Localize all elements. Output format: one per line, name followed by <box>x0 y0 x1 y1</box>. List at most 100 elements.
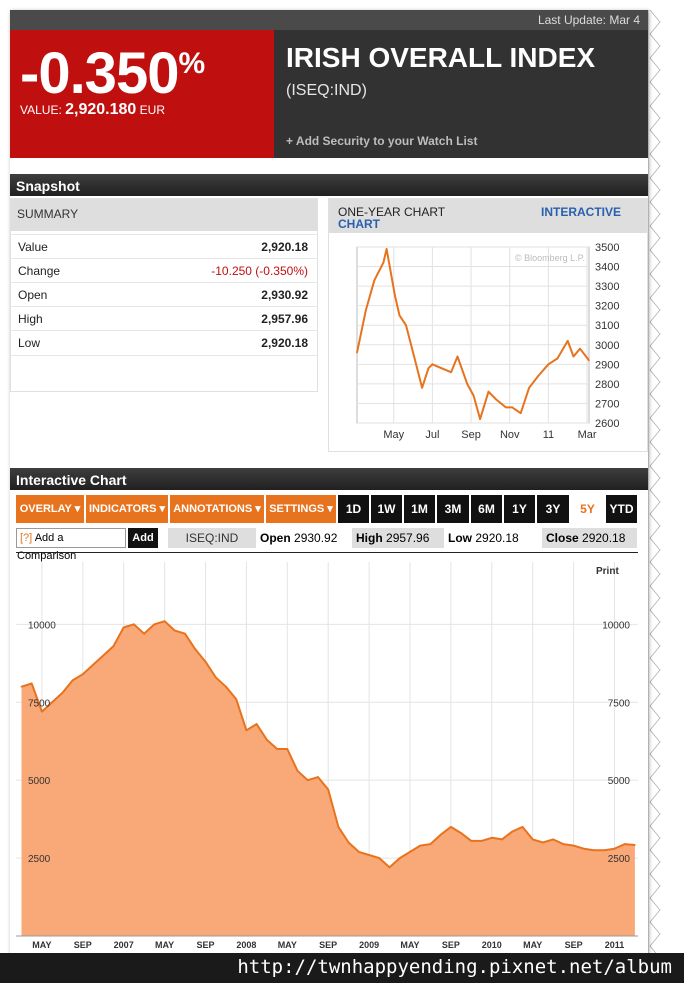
data-point <box>394 295 396 297</box>
data-point <box>143 632 145 635</box>
data-point <box>82 673 84 675</box>
range-6m[interactable]: 6M <box>471 495 502 523</box>
comparison-input[interactable]: [?] Add a Comparison <box>16 528 126 562</box>
data-point <box>398 314 401 317</box>
data-point <box>382 261 385 264</box>
data-point <box>456 355 459 358</box>
data-point <box>431 363 434 366</box>
x-tick-label: Sep <box>461 429 481 441</box>
y-tick-label: 2700 <box>595 398 619 410</box>
data-point <box>579 347 581 350</box>
one-year-panel: ONE-YEAR CHART INTERACTIVE CHART 2600 270… <box>328 198 648 452</box>
interactive-chart-link[interactable]: INTERACTIVE <box>541 205 622 219</box>
snapshot-title: Snapshot <box>16 178 80 194</box>
x-tick-label: 2008 <box>236 940 256 950</box>
divider <box>16 552 638 553</box>
data-point <box>61 692 64 694</box>
add-watchlist-link[interactable]: + Add Security to your Watch List <box>286 134 478 148</box>
data-point <box>286 748 289 750</box>
range-1m[interactable]: 1M <box>404 495 435 523</box>
annotations-menu[interactable]: ANNOTATIONS ▾ <box>170 495 264 523</box>
range-1y[interactable]: 1Y <box>504 495 535 523</box>
y-tick-label-right: 2500 <box>608 854 631 865</box>
x-tick-label: MAY <box>32 940 51 950</box>
summary-row: Change -10.250 (-0.350%) <box>10 258 318 283</box>
indicators-menu[interactable]: INDICATORS ▾ <box>86 495 168 523</box>
range-3m[interactable]: 3M <box>437 495 469 523</box>
y-tick-label-left: 5000 <box>28 776 51 787</box>
summary-panel: SUMMARY <box>10 198 318 392</box>
data-point <box>421 387 423 389</box>
ticker-symbol: (ISEQ:IND) <box>286 82 367 99</box>
y-tick-label: 3000 <box>595 340 619 352</box>
range-1d[interactable]: 1D <box>338 495 369 523</box>
add-comparison-button[interactable]: Add <box>128 528 158 548</box>
data-point <box>562 843 565 845</box>
watermark: © Bloomberg L.P. <box>515 253 585 263</box>
range-3y[interactable]: 3Y <box>537 495 569 523</box>
x-tick-label: 2011 <box>605 940 625 950</box>
x-tick-label: SEP <box>442 940 460 950</box>
y-tick-label-right: 7500 <box>608 698 631 709</box>
data-point <box>133 623 135 626</box>
data-point <box>347 841 350 844</box>
data-point <box>450 826 452 828</box>
data-point <box>255 723 258 725</box>
close-value: 2920.18 <box>582 531 626 545</box>
row-label: Value <box>18 240 48 254</box>
one-year-label: ONE-YEAR CHART <box>338 205 446 219</box>
data-point <box>511 406 514 409</box>
data-point <box>235 698 237 700</box>
data-point <box>184 632 186 635</box>
row-label: High <box>18 312 43 326</box>
data-point <box>487 390 490 393</box>
interactive-chart-link-2[interactable]: CHART <box>338 217 380 231</box>
range-ytd[interactable]: YTD <box>606 495 637 523</box>
row-value: 2,920.18 <box>261 336 308 350</box>
data-point <box>593 849 595 852</box>
x-tick-label: 2009 <box>359 940 379 950</box>
data-point <box>466 383 468 385</box>
data-point <box>634 844 636 846</box>
range-1w[interactable]: 1W <box>371 495 402 523</box>
x-tick-label: MAY <box>278 940 297 950</box>
data-point <box>306 779 309 781</box>
data-point <box>276 748 278 750</box>
data-point <box>112 645 115 647</box>
data-point <box>490 837 493 839</box>
data-point <box>531 838 534 841</box>
settings-menu[interactable]: SETTINGS ▾ <box>266 495 336 523</box>
overlay-menu[interactable]: OVERLAY ▾ <box>16 495 84 523</box>
y-tick-label: 3200 <box>595 301 619 313</box>
y-tick-label-right: 5000 <box>608 776 631 787</box>
title-box: IRISH OVERALL INDEX (ISEQ:IND) + Add Sec… <box>274 30 648 158</box>
print-link[interactable]: Print <box>596 566 619 577</box>
data-point <box>356 351 358 354</box>
change-percent: -0.350% <box>20 45 205 103</box>
snapshot-header: Snapshot <box>10 174 648 196</box>
data-point <box>521 826 524 828</box>
y-tick-label-left: 10000 <box>28 620 56 631</box>
data-point <box>412 351 414 354</box>
high-value: 2957.96 <box>386 531 430 545</box>
low-label: Low <box>448 531 472 545</box>
data-point <box>296 770 299 772</box>
watermark-url: http://twnhappyending.pixnet.net/album <box>237 956 672 978</box>
data-point <box>225 685 227 688</box>
data-point <box>566 340 569 342</box>
x-tick-label: 11 <box>543 429 554 441</box>
last-update-bar: Last Update: Mar 4 <box>10 10 648 30</box>
range-5y[interactable]: 5Y <box>571 495 604 523</box>
x-tick-label: May <box>383 429 404 441</box>
row-label: Low <box>18 336 41 350</box>
x-tick-label: Jul <box>425 429 439 441</box>
data-point <box>388 866 391 869</box>
value-line: VALUE: 2,920.180 EUR <box>20 101 165 119</box>
data-point <box>245 729 248 732</box>
data-point <box>419 844 422 847</box>
summary-header: SUMMARY <box>11 199 317 231</box>
low-value: 2920.18 <box>475 531 519 545</box>
row-value: -10.250 (-0.350%) <box>211 264 308 278</box>
data-point <box>623 843 626 845</box>
data-point <box>398 857 401 859</box>
